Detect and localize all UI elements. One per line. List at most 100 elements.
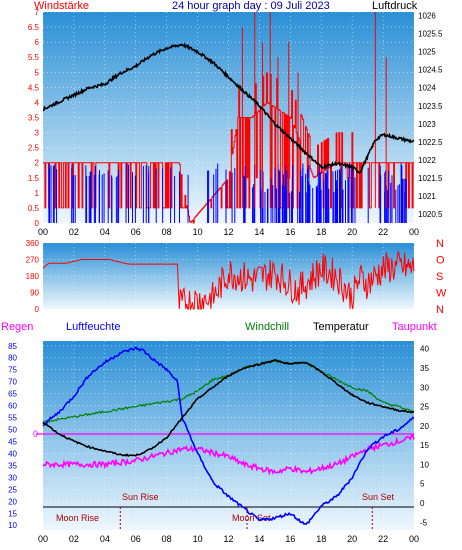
- pressure-tick-label: 1025.5: [418, 30, 443, 39]
- time-tick-label: 04: [100, 227, 110, 237]
- wind-tick-label: 0: [35, 219, 40, 228]
- time-tick-label: 06: [131, 227, 141, 237]
- pressure-tick-label: 1021.5: [418, 174, 443, 183]
- wind-tick-label: 4.5: [28, 83, 40, 92]
- moon-rise-label: Moon Rise: [56, 513, 99, 523]
- compass-label: N: [436, 304, 444, 316]
- wind-tick-label: 1: [35, 189, 40, 198]
- temperature-tick-label: 0: [420, 499, 425, 508]
- time-tick-label: 00: [38, 534, 48, 544]
- humidity-tick-label: 20: [8, 497, 17, 506]
- wind-tick-label: 3.5: [28, 114, 40, 123]
- humidity-tick-label: 30: [8, 473, 17, 482]
- temperature-tick-label: 5: [420, 480, 425, 489]
- temperature-tick-label: 20: [420, 422, 429, 431]
- time-tick-label: 18: [316, 534, 326, 544]
- direction-tick-label: 180: [26, 272, 40, 281]
- humidity-tick-label: 45: [8, 437, 17, 446]
- wind-tick-label: 5: [35, 68, 40, 77]
- page-title: 24 hour graph day : 09 Juli 2023: [172, 0, 330, 12]
- pressure-tick-label: 1021: [418, 192, 436, 201]
- time-tick-label: 08: [162, 534, 172, 544]
- sun-rise-label: Sun Rise: [122, 492, 159, 502]
- pressure-tick-label: 1023: [418, 120, 436, 129]
- direction-tick-label: 0: [35, 305, 40, 314]
- pressure-tick-label: 1025: [418, 48, 436, 57]
- dewpoint-series: [42, 434, 415, 476]
- time-tick-label: 14: [254, 534, 264, 544]
- dewpoint-label: Taupunkt: [392, 321, 437, 333]
- time-tick-label: 20: [347, 227, 357, 237]
- wind-tick-label: 0.5: [28, 204, 40, 213]
- wind-direction-series: [42, 251, 415, 311]
- wind-tick-label: 3: [35, 129, 40, 138]
- wind-tick-label: 2.5: [28, 144, 40, 153]
- chart-marks: 0 0.5 1 1.5 2 2.5 3 3.5 4 4.5 5 5.5 6 6.5 7 1020.5 1021 1…: [8, 8, 447, 544]
- pressure-tick-label: 1024.5: [418, 66, 443, 75]
- time-tick-label: 14: [254, 227, 264, 237]
- pressure-series: [42, 42, 415, 174]
- temperature-series: [42, 358, 415, 457]
- time-tick-label: 16: [285, 227, 295, 237]
- humidity-tick-label: 15: [8, 509, 17, 518]
- humidity-tick-label: 70: [8, 378, 17, 387]
- humidity-tick-label: 40: [8, 449, 17, 458]
- time-tick-label: 02: [69, 227, 79, 237]
- time-tick-label: 10: [193, 534, 203, 544]
- humidity-label: Luftfeuchte: [66, 321, 120, 333]
- time-tick-label: 12: [223, 227, 233, 237]
- temperature-tick-label: 10: [420, 460, 429, 469]
- time-tick-label: 08: [162, 227, 172, 237]
- temperature-tick-label: 30: [420, 383, 429, 392]
- pressure-label: Luftdruck: [372, 0, 418, 12]
- wind-tick-label: 1.5: [28, 174, 40, 183]
- wind-tick-label: 7: [35, 8, 40, 17]
- time-tick-label: 22: [378, 534, 388, 544]
- rain-zero-label: 0: [33, 429, 38, 439]
- time-tick-label: 04: [100, 534, 110, 544]
- time-tick-label: 06: [131, 534, 141, 544]
- humidity-tick-label: 60: [8, 402, 17, 411]
- humidity-tick-label: 80: [8, 354, 17, 363]
- sun-set-label: Sun Set: [362, 492, 395, 502]
- direction-tick-label: 270: [26, 256, 40, 265]
- direction-tick-label: 360: [26, 239, 40, 248]
- compass-label: W: [436, 288, 447, 300]
- temp-humidity-plot-area: [43, 341, 414, 530]
- windchill-label: Windchill: [245, 321, 289, 333]
- pressure-tick-label: 1022.5: [418, 138, 443, 147]
- humidity-series: [42, 345, 415, 525]
- wind-tick-label: 2: [35, 159, 40, 168]
- temperature-tick-label: 35: [420, 364, 429, 373]
- moon-set-label: Moon Set: [232, 513, 271, 523]
- compass-label: N: [436, 238, 444, 250]
- humidity-tick-label: 25: [8, 485, 17, 494]
- pressure-tick-label: 1022: [418, 156, 436, 165]
- time-tick-label: 20: [347, 534, 357, 544]
- time-tick-label: 02: [69, 534, 79, 544]
- time-tick-label: 00: [409, 534, 419, 544]
- temperature-tick-label: -5: [420, 518, 428, 527]
- wind-tick-label: 6.5: [28, 23, 40, 32]
- time-tick-label: 10: [193, 227, 203, 237]
- wind-strength-label: Windstärke: [34, 0, 89, 12]
- rain-label: Regen: [1, 321, 33, 333]
- compass-label: S: [436, 271, 443, 283]
- wind-tick-label: 4: [35, 98, 40, 107]
- humidity-tick-label: 10: [8, 521, 17, 530]
- wind-tick-label: 5.5: [28, 53, 40, 62]
- humidity-tick-label: 65: [8, 390, 17, 399]
- wind-tick-label: 6: [35, 38, 40, 47]
- pressure-tick-label: 1023.5: [418, 102, 443, 111]
- humidity-tick-label: 85: [8, 342, 17, 351]
- compass-label: O: [436, 255, 445, 267]
- time-tick-label: 12: [223, 534, 233, 544]
- temperature-tick-label: 15: [420, 441, 429, 450]
- humidity-tick-label: 55: [8, 414, 17, 423]
- pressure-tick-label: 1020.5: [418, 210, 443, 219]
- time-tick-label: 00: [409, 227, 419, 237]
- temperature-label: Temperatur: [313, 321, 369, 333]
- pressure-tick-label: 1024: [418, 84, 436, 93]
